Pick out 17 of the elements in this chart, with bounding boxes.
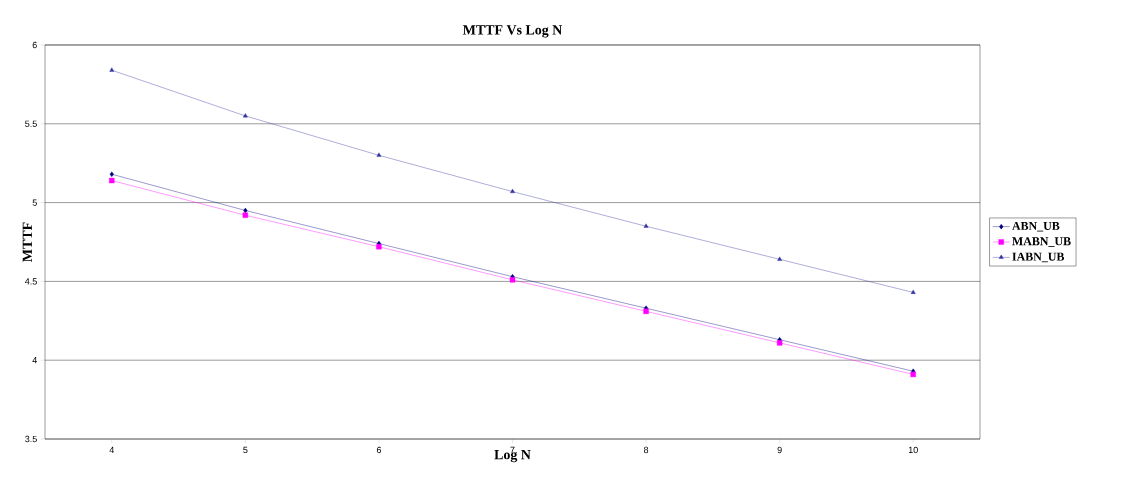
legend-label: IABN_UB [1012,252,1065,263]
y-tick-label: 4.5 [24,278,37,285]
x-tick-label: 8 [643,446,649,454]
chart-title: MTTF Vs Log N [462,25,563,38]
x-tick-label: 9 [777,446,782,454]
y-tick-label: 3.5 [25,435,37,443]
legend-label: ABN_UB [1012,221,1060,232]
y-tick-label: 6 [32,41,37,49]
x-tick-label: 4 [109,446,115,453]
legend-label: MABN_UB [1012,237,1071,247]
y-axis-title: MTTF [22,222,32,262]
y-tick-label: 4 [32,357,37,364]
x-tick-label: 6 [376,446,382,454]
y-tick-label: 5 [32,199,37,206]
x-tick-label: 5 [243,446,248,454]
y-tick-label: 5.5 [25,120,37,127]
x-tick-label: 10 [908,446,918,454]
